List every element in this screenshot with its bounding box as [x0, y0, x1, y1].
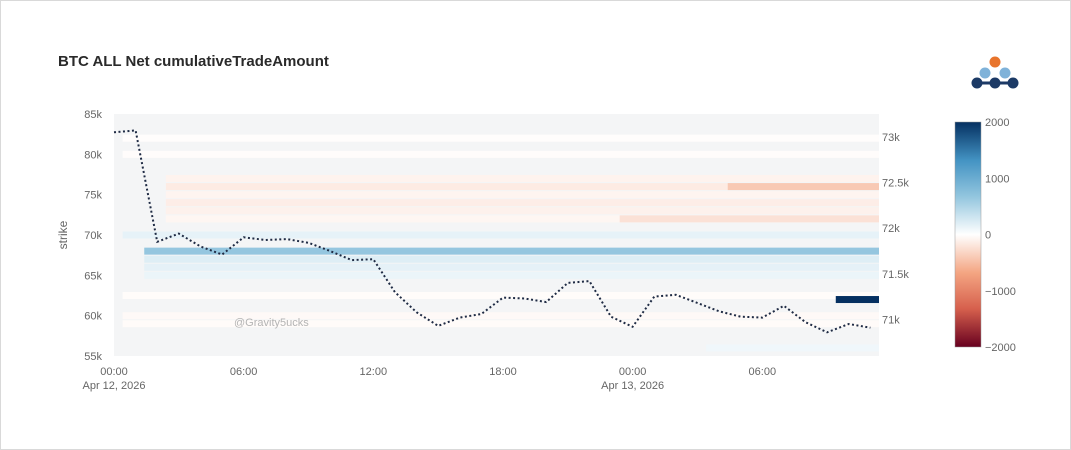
x-tick-date: Apr 12, 2026	[83, 380, 146, 392]
y-tick-label: 65k	[84, 270, 102, 282]
y-tick-label: 80k	[84, 149, 102, 161]
y-axis-title: strike	[56, 220, 70, 249]
y2-tick-label: 72k	[882, 223, 900, 235]
y-axis: 55k 60k 65k 70k 75k 80k 85k	[84, 109, 102, 363]
colorbar	[954, 121, 982, 348]
heatmap-band	[619, 215, 879, 223]
price-series-line	[113, 129, 871, 334]
colorbar-tick-label: −2000	[985, 342, 1016, 354]
chart-title: BTC ALL Net cumulativeTradeAmount	[58, 53, 329, 70]
colorbar-ticks: 2000 1000 0 −1000 −2000	[985, 117, 1016, 354]
heatmap-band	[144, 263, 879, 271]
heatmap-band	[144, 255, 879, 263]
heatmap-band	[122, 134, 880, 142]
colorbar-tick-label: 1000	[985, 173, 1009, 185]
heatmap-band	[122, 320, 880, 328]
heatmap-band	[165, 191, 880, 199]
y-tick-label: 85k	[84, 109, 102, 121]
y-tick-label: 75k	[84, 190, 102, 202]
heatmap-band	[144, 271, 879, 279]
x-axis: 00:00 Apr 12, 2026 06:00 12:00 18:00 00:00 Apr…	[83, 366, 777, 392]
heatmap-band	[165, 183, 880, 191]
x-tick-label: 06:00	[230, 366, 258, 378]
heatmap-band	[122, 231, 880, 239]
heatmap-band	[165, 175, 880, 183]
heatmap-band	[122, 150, 880, 158]
y2-axis: 71k 71.5k 72k 72.5k 73k	[882, 132, 909, 327]
colorbar-tick-label: 2000	[985, 117, 1009, 129]
x-tick-date: Apr 13, 2026	[601, 380, 664, 392]
colorbar-tick-label: −1000	[985, 286, 1016, 298]
heatmap-band	[122, 312, 880, 320]
y2-tick-label: 72.5k	[882, 177, 909, 189]
y-tick-label: 70k	[84, 230, 102, 242]
colorbar-tick-label: 0	[985, 230, 991, 242]
y2-tick-label: 73k	[882, 132, 900, 144]
heatmap-band	[165, 207, 880, 215]
heatmap-band	[144, 247, 879, 255]
y2-tick-label: 71.5k	[882, 269, 909, 281]
y2-tick-label: 71k	[882, 314, 900, 326]
heatmap-bands	[122, 134, 880, 352]
x-tick-label: 00:00	[619, 366, 647, 378]
heatmap-band	[706, 344, 879, 352]
y-tick-label: 55k	[84, 351, 102, 363]
gravity-logo-icon	[971, 56, 1019, 89]
watermark: @Gravity5ucks	[234, 317, 309, 329]
x-tick-label: 00:00	[100, 366, 128, 378]
heatmap-band	[165, 215, 880, 223]
x-tick-label: 06:00	[749, 366, 777, 378]
heatmap-band	[835, 296, 879, 304]
y-tick-label: 60k	[84, 311, 102, 323]
heatmap-band	[165, 199, 880, 207]
heatmap-band	[122, 292, 880, 299]
heatmap-band	[727, 183, 879, 191]
x-tick-label: 12:00	[360, 366, 388, 378]
x-tick-label: 18:00	[489, 366, 517, 378]
